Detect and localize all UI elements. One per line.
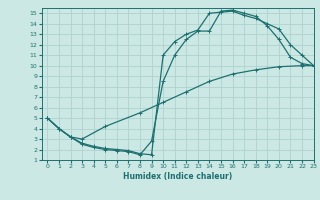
X-axis label: Humidex (Indice chaleur): Humidex (Indice chaleur) [123,172,232,181]
